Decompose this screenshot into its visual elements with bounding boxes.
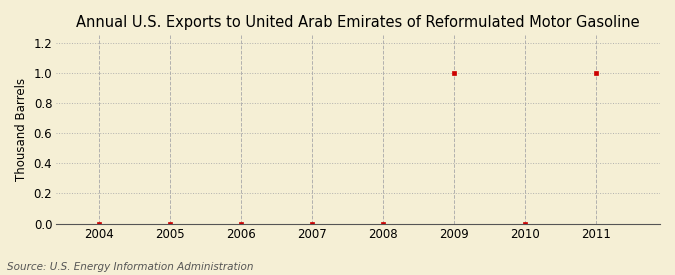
Text: Source: U.S. Energy Information Administration: Source: U.S. Energy Information Administ…	[7, 262, 253, 272]
Title: Annual U.S. Exports to United Arab Emirates of Reformulated Motor Gasoline: Annual U.S. Exports to United Arab Emira…	[76, 15, 640, 30]
Y-axis label: Thousand Barrels: Thousand Barrels	[15, 78, 28, 181]
